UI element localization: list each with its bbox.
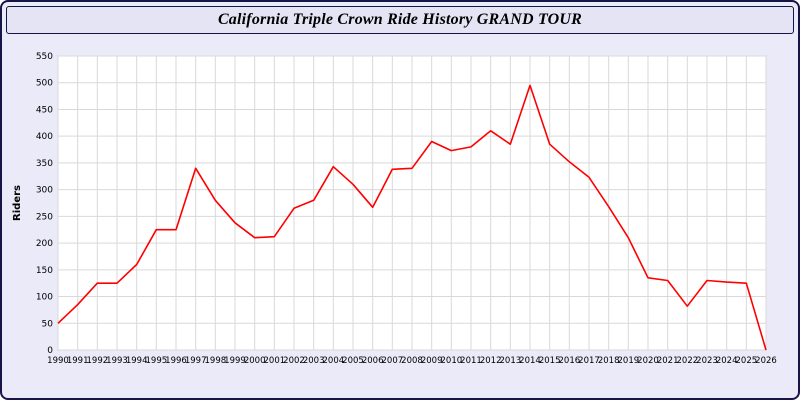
y-tick-label: 550 [36,52,53,62]
riders-line-chart: 0501001502002503003504004505005501990199… [12,52,777,366]
x-tick-label: 1990 [47,356,69,366]
x-tick-label: 2020 [637,356,659,366]
x-tick-label: 2023 [696,356,718,366]
x-tick-label: 1994 [126,356,148,366]
title-bar: California Triple Crown Ride History GRA… [6,6,794,34]
x-tick-label: 2010 [441,356,463,366]
x-tick-label: 1996 [165,356,187,366]
x-tick-label: 2009 [421,356,443,366]
y-tick-label: 300 [36,186,53,196]
x-tick-label: 2008 [401,356,423,366]
x-tick-label: 2024 [716,356,738,366]
y-tick-label: 450 [36,105,53,115]
y-axis-label: Riders [12,185,23,221]
x-tick-label: 2000 [244,356,266,366]
x-tick-label: 1992 [87,356,109,366]
y-tick-label: 400 [36,132,53,142]
x-tick-label: 1993 [106,356,128,366]
x-tick-label: 2019 [618,356,640,366]
chart-area: 0 50 100 150 200 250 300 350 400 450 500 550 1990 199… [6,46,798,398]
page-title: California Triple Crown Ride History GRA… [217,11,583,28]
x-tick-label: 2004 [323,356,345,366]
x-tick-label: 2017 [578,356,600,366]
y-tick-label: 50 [42,319,54,329]
x-tick-label: 1997 [185,356,207,366]
x-tick-label: 2007 [382,356,404,366]
x-tick-label: 2014 [519,356,541,366]
x-tick-label: 2015 [539,356,561,366]
x-tick-label: 2018 [598,356,620,366]
x-tick-label: 2022 [677,356,699,366]
riders-series-line [57,84,767,351]
x-tick-label: 2003 [303,356,325,366]
y-tick-label: 150 [36,266,53,276]
x-tick-label: 2025 [736,356,758,366]
y-tick-label: 250 [36,212,53,222]
y-tick-label: 0 [47,346,53,356]
y-tick-label: 350 [36,159,53,169]
x-tick-label: 2012 [480,356,502,366]
x-tick-label: 2001 [264,356,286,366]
x-tick-label: 2016 [559,356,581,366]
y-tick-label: 500 [36,79,53,89]
y-tick-label: 100 [36,293,53,303]
x-tick-label: 1991 [67,356,89,366]
x-tick-label: 2013 [500,356,522,366]
x-tick-label: 2011 [460,356,482,366]
x-tick-label: 1999 [224,356,246,366]
x-tick-label: 1998 [205,356,227,366]
y-tick-label: 200 [36,239,53,249]
x-tick-label: 2006 [362,356,384,366]
x-tick-label: 2002 [283,356,305,366]
x-tick-label: 2021 [657,356,679,366]
x-tick-label: 2005 [342,356,364,366]
x-tick-label: 1995 [146,356,168,366]
x-tick-label: 2026 [755,356,777,366]
